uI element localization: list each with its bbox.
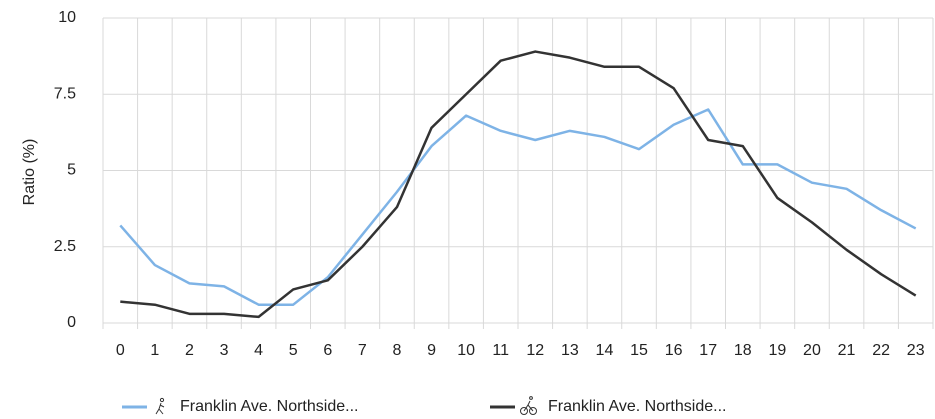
series-line — [120, 50, 917, 319]
legend-item: Franklin Ave. Northside... — [490, 396, 726, 415]
x-tick-label: 21 — [838, 342, 856, 359]
x-tick-label: 13 — [561, 342, 579, 359]
y-tick-label: 0 — [67, 314, 76, 331]
legend-icon — [523, 400, 534, 412]
y-tick-label: 7.5 — [54, 85, 76, 102]
legend-icon — [159, 397, 165, 403]
legend-label: Franklin Ave. Northside... — [180, 398, 358, 415]
x-tick-label: 1 — [150, 342, 159, 359]
x-tick-label: 23 — [907, 342, 925, 359]
x-tick-label: 11 — [492, 342, 509, 359]
x-tick-label: 22 — [872, 342, 890, 359]
x-tick-label: 2 — [185, 342, 194, 359]
x-tick-label: 7 — [358, 342, 367, 359]
y-tick-label: 5 — [67, 162, 76, 179]
legend-icon — [529, 396, 533, 400]
series-line — [119, 108, 917, 306]
x-tick-label: 14 — [596, 342, 614, 359]
x-tick-label: 9 — [427, 342, 436, 359]
x-tick-label: 6 — [323, 342, 332, 359]
x-tick-label: 18 — [734, 342, 752, 359]
y-tick-label: 2.5 — [54, 238, 76, 255]
legend-label: Franklin Ave. Northside... — [548, 398, 726, 415]
x-tick-label: 10 — [457, 342, 475, 359]
y-tick-label: 10 — [58, 9, 76, 26]
y-axis-label: Ratio (%) — [21, 139, 38, 206]
x-tick-label: 16 — [665, 342, 683, 359]
x-tick-label: 5 — [289, 342, 298, 359]
x-tick-label: 0 — [116, 342, 125, 359]
x-tick-label: 17 — [699, 342, 717, 359]
legend-item: Franklin Ave. Northside... — [122, 397, 358, 415]
x-tick-label: 4 — [254, 342, 263, 359]
x-tick-label: 12 — [526, 342, 544, 359]
legend-icon — [520, 407, 528, 415]
x-tick-label: 19 — [768, 342, 786, 359]
legend-icon — [155, 402, 165, 415]
x-tick-label: 15 — [630, 342, 648, 359]
x-tick-label: 20 — [803, 342, 821, 359]
x-tick-label: 3 — [220, 342, 229, 359]
legend-icon — [529, 407, 537, 415]
x-tick-label: 8 — [393, 342, 402, 359]
